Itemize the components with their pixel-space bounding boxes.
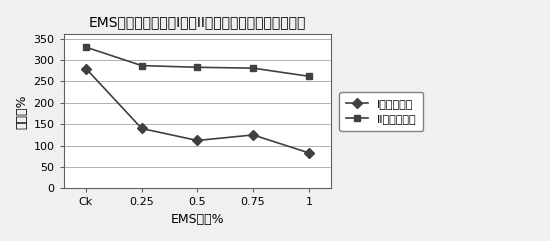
Y-axis label: 成苗率%: 成苗率% <box>15 94 28 129</box>
X-axis label: EMS浓度%: EMS浓度% <box>170 213 224 226</box>
Title: EMS处理对大花萱草I类、II类愈伤组织的成苗率的影响: EMS处理对大花萱草I类、II类愈伤组织的成苗率的影响 <box>89 15 306 29</box>
Legend: I类愈伤组织, II类愈伤组织: I类愈伤组织, II类愈伤组织 <box>339 92 424 131</box>
